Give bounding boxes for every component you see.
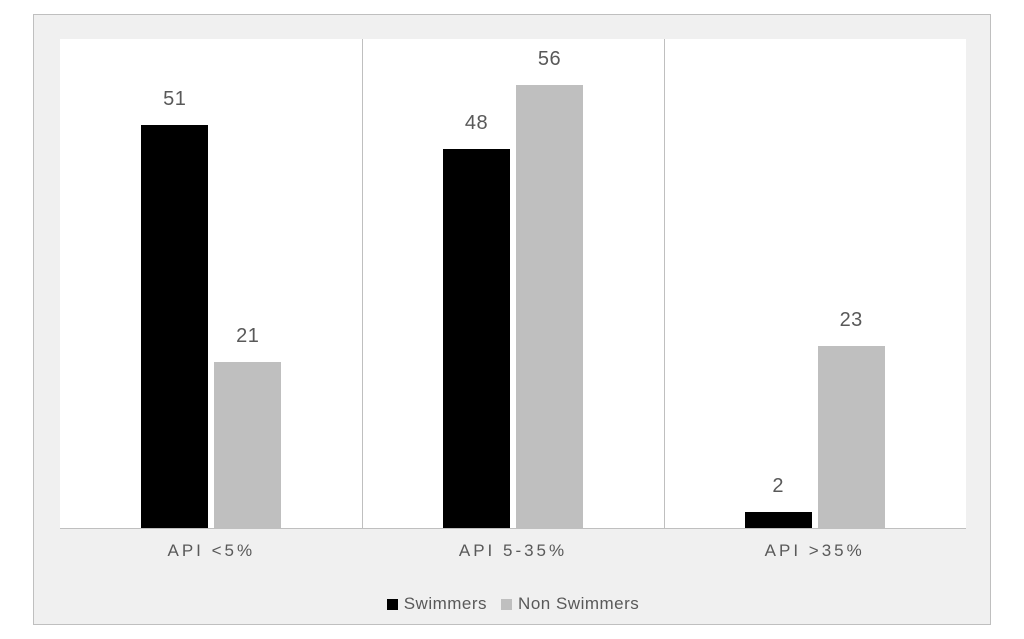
category-label: API <5%: [91, 541, 331, 561]
group-separator: [362, 39, 363, 529]
legend-item-non_swimmers: Non Swimmers: [501, 594, 639, 614]
group-separator: [664, 39, 665, 529]
data-label: 2: [745, 475, 812, 498]
legend-item-swimmers: Swimmers: [387, 594, 487, 614]
bar-non_swimmers: [516, 85, 583, 528]
legend: Swimmers Non Swimmers: [60, 594, 966, 614]
category-label: API >35%: [695, 541, 935, 561]
data-label: 21: [214, 325, 281, 348]
plot-area: 51 21 48 56 2 23: [60, 39, 966, 529]
bar-swimmers: [443, 149, 510, 528]
data-label: 56: [516, 48, 583, 71]
category-label: API 5-35%: [393, 541, 633, 561]
bar-non_swimmers: [214, 362, 281, 528]
data-label: 23: [818, 309, 885, 332]
legend-swatch: [501, 599, 512, 610]
legend-label: Swimmers: [404, 594, 487, 614]
bar-non_swimmers: [818, 346, 885, 528]
chart-frame: 51 21 48 56 2 23 Swimmers Non Swimmers API <5%…: [33, 14, 991, 625]
bar-swimmers: [141, 125, 208, 528]
data-label: 51: [141, 88, 208, 111]
bar-swimmers: [745, 512, 812, 528]
data-label: 48: [443, 112, 510, 135]
legend-swatch: [387, 599, 398, 610]
legend-label: Non Swimmers: [518, 594, 639, 614]
